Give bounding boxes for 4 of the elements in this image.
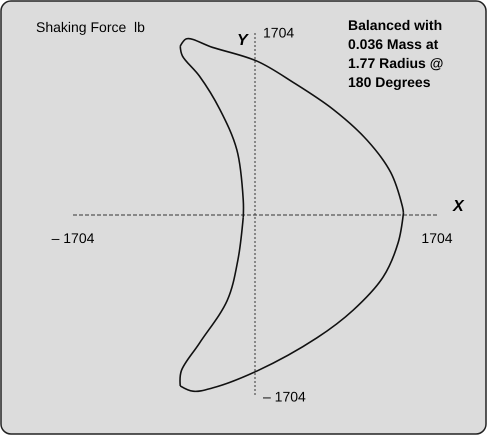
y-axis-title: Y: [237, 32, 249, 49]
chart-title: Shaking Force lb: [36, 19, 146, 35]
annotation: Balanced with 0.036 Mass at 1.77 Radius @ 180 Degrees: [348, 17, 444, 90]
x-axis-title: X: [452, 198, 465, 215]
